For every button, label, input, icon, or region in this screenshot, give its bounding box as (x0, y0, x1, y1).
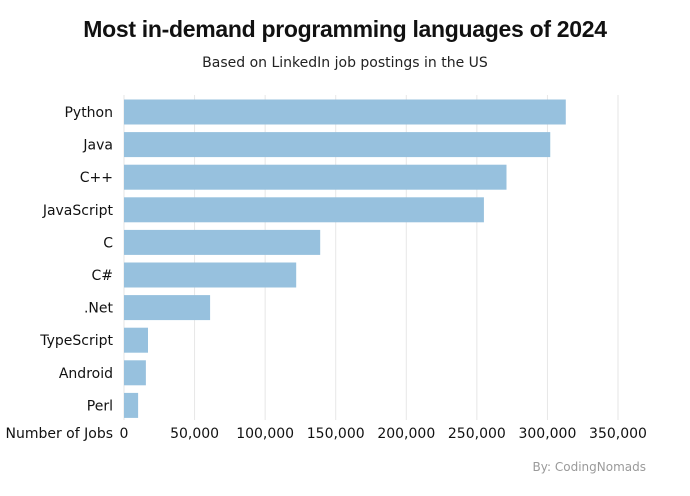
bar (124, 392, 139, 418)
category-label: Java (82, 138, 113, 154)
x-tick-label: 150,000 (307, 426, 365, 442)
category-label: JavaScript (42, 203, 114, 219)
category-label: .Net (84, 301, 114, 317)
bar (124, 262, 297, 288)
bar (124, 327, 148, 353)
bar (124, 295, 211, 321)
category-labels: Python Java C++ JavaScript C C# .Net TypeScript… (39, 105, 113, 414)
x-tick-label: 250,000 (448, 426, 506, 442)
category-label: Android (59, 366, 113, 382)
x-tick-label: 50,000 (170, 426, 219, 442)
x-tick-label: 300,000 (518, 426, 576, 442)
category-label: TypeScript (39, 333, 113, 349)
category-label: C++ (80, 170, 113, 186)
x-tick-label: 0 (120, 426, 129, 442)
chart-subtitle: Based on LinkedIn job postings in the US (202, 55, 488, 71)
category-label: Python (64, 105, 113, 121)
chart-title: Most in-demand programming languages of … (83, 16, 607, 42)
bars (124, 99, 566, 418)
x-tick-labels: 0 50,000 100,000 150,000 200,000 250,000 300,0… (120, 426, 647, 442)
bar (124, 164, 507, 190)
x-tick-label: 100,000 (236, 426, 294, 442)
x-tick-label: 200,000 (377, 426, 435, 442)
bar (124, 99, 566, 125)
x-axis-label: Number of Jobs (5, 426, 113, 442)
bar (124, 360, 146, 386)
source-credit: By: CodingNomads (532, 460, 646, 474)
category-label: C# (91, 268, 113, 284)
bar (124, 229, 321, 255)
category-label: Perl (87, 398, 113, 414)
bar (124, 197, 484, 223)
x-tick-label: 350,000 (589, 426, 647, 442)
bar (124, 132, 551, 158)
category-label: C (103, 235, 113, 251)
